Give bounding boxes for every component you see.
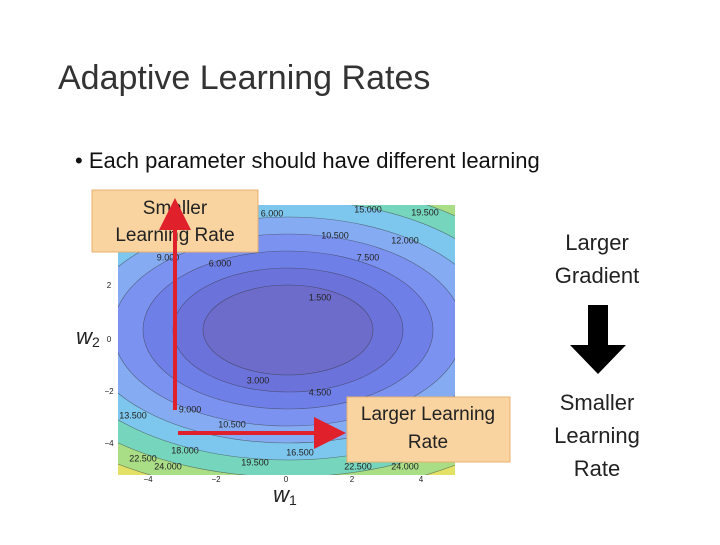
- subscript: 1: [289, 492, 297, 508]
- contour-label: 9.000: [179, 404, 202, 414]
- x-tick-label: 4: [419, 475, 424, 484]
- y-tick-label: −4: [104, 439, 114, 448]
- x-tick-label: −4: [143, 475, 153, 484]
- y-tick-label: 2: [107, 281, 112, 290]
- contour-label: 13.500: [119, 410, 147, 420]
- contour-label: 9.000: [157, 252, 180, 262]
- y-tick-label: 0: [107, 335, 112, 344]
- right-text: Smaller: [560, 390, 635, 415]
- right-text: Learning: [554, 423, 640, 448]
- contour-label: 10.500: [218, 419, 246, 429]
- contour-label: 6.000: [261, 208, 284, 218]
- x-tick-label: −2: [211, 475, 221, 484]
- contour-label: 1.500: [309, 292, 332, 302]
- subscript: 2: [92, 334, 100, 350]
- contour-label: 24.000: [154, 461, 182, 471]
- contour-label: 19.500: [241, 457, 269, 467]
- right-text: Rate: [574, 456, 620, 481]
- x-tick-label: 2: [350, 475, 355, 484]
- symbol: w: [273, 482, 291, 507]
- callout-larger: Larger Learning Rate: [346, 396, 511, 463]
- contour-label: 6.000: [209, 258, 232, 268]
- down-arrow: [570, 305, 626, 374]
- contour-label: 10.500: [321, 230, 349, 240]
- contour-label: 7.500: [357, 252, 380, 262]
- contour-label: 3.000: [247, 375, 270, 385]
- bullet: • Each parameter should have different l…: [75, 148, 540, 173]
- contour-label: 12.000: [391, 235, 419, 245]
- contour-labels: 6.000 15.000 19.500 10.500 12.000 9.000 6.000 7…: [104, 204, 438, 484]
- x-label: w1: [273, 482, 297, 508]
- y-label: w2: [76, 324, 100, 350]
- contour-label: 16.500: [286, 447, 314, 457]
- contour-label: 15.000: [354, 204, 382, 214]
- callout-line: Rate: [408, 432, 448, 453]
- contour-label: 19.500: [411, 207, 439, 217]
- title: Adaptive Learning Rates: [58, 59, 430, 97]
- contour-label: 22.500: [129, 453, 157, 463]
- right-text: Gradient: [555, 263, 639, 288]
- x-tick-label: 0: [284, 475, 289, 484]
- callout-box: [346, 396, 511, 463]
- y-tick-label: −2: [104, 387, 114, 396]
- contour-label: 24.000: [391, 461, 419, 471]
- contour-label: 22.500: [344, 461, 372, 471]
- symbol: w: [76, 324, 94, 349]
- contour: [202, 284, 374, 376]
- bullet-text: Each parameter should have different lea…: [89, 148, 540, 173]
- contour-label: 4.500: [309, 387, 332, 397]
- callout-line: Larger Learning: [361, 404, 495, 425]
- contour-label: 18.000: [171, 445, 199, 455]
- right-text: Larger: [565, 230, 629, 255]
- right-panel: Larger Gradient Smaller Learning Rate: [554, 230, 640, 481]
